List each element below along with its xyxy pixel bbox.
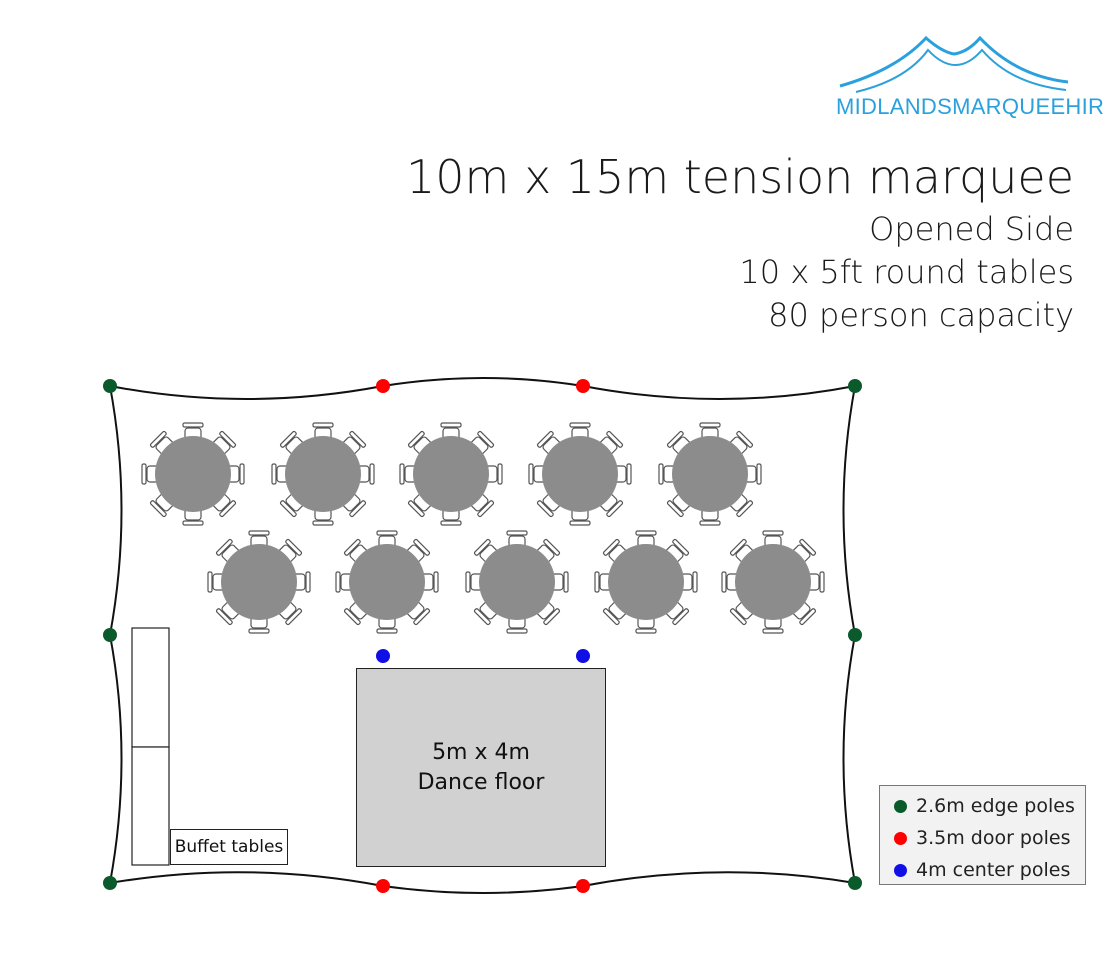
round-table-4 — [528, 422, 632, 526]
chair-icon — [407, 430, 432, 455]
table-top — [672, 436, 748, 512]
chair-icon — [536, 538, 561, 563]
chair-icon — [473, 601, 498, 626]
chair-icon — [635, 530, 657, 549]
chair-icon — [342, 493, 367, 518]
edge-pole-dot-icon — [848, 628, 862, 642]
legend-label: 4m center poles — [916, 859, 1071, 881]
round-table-8 — [465, 530, 569, 634]
round-table-5 — [658, 422, 762, 526]
chair-icon — [536, 430, 561, 455]
round-table-1 — [141, 422, 245, 526]
buffet-table-1 — [131, 627, 170, 748]
marquee-roof-icon — [839, 35, 1069, 93]
buffet-table-2 — [131, 746, 170, 866]
dance-floor: 5m x 4m Dance floor — [356, 668, 606, 867]
legend-item-center-poles: 4m center poles — [894, 854, 1085, 886]
chair-icon — [407, 493, 432, 518]
subtitle-capacity: 80 person capacity — [768, 296, 1074, 334]
table-top — [608, 544, 684, 620]
chair-icon — [342, 430, 367, 455]
logo: MIDLANDSMARQUEEHIRE — [836, 30, 1104, 130]
edge-pole-dot-icon — [103, 876, 117, 890]
edge-pole-dot-icon — [894, 799, 907, 813]
legend-label: 3.5m door poles — [916, 827, 1071, 849]
logo-text: MIDLANDSMARQUEEHIRE — [836, 94, 1104, 119]
legend-item-edge-poles: 2.6m edge poles — [894, 790, 1085, 822]
table-top — [413, 436, 489, 512]
table-top — [542, 436, 618, 512]
subtitle-tables: 10 x 5ft round tables — [739, 253, 1074, 291]
chair-icon — [792, 601, 817, 626]
round-table-9 — [594, 530, 698, 634]
chair-icon — [599, 430, 624, 455]
chair-icon — [278, 601, 303, 626]
poles — [103, 379, 862, 893]
edge-pole-dot-icon — [103, 628, 117, 642]
legend-item-door-poles: 3.5m door poles — [894, 822, 1085, 854]
legend-label: 2.6m edge poles — [916, 795, 1075, 817]
door-pole-dot-icon — [576, 879, 590, 893]
door-pole-dot-icon — [376, 379, 390, 393]
chair-icon — [212, 493, 237, 518]
title-block: 10m x 15m tension marquee Opened Side 10… — [406, 146, 1074, 337]
buffet-tables-label: Buffet tables — [170, 829, 288, 865]
dance-floor-size: 5m x 4m — [432, 739, 530, 765]
buffet-tables — [131, 627, 170, 866]
round-table-2 — [271, 422, 375, 526]
chair-icon — [149, 430, 174, 455]
chair-icon — [279, 430, 304, 455]
door-pole-dot-icon — [894, 831, 907, 845]
subtitle-side: Opened Side — [869, 210, 1074, 248]
chair-icon — [536, 601, 561, 626]
chair-icon — [602, 601, 627, 626]
chair-icon — [729, 430, 754, 455]
round-table-10 — [721, 530, 825, 634]
dance-floor-label: Dance floor — [417, 769, 545, 795]
table-top — [349, 544, 425, 620]
center-pole-dot-icon — [894, 863, 907, 877]
door-pole-dot-icon — [376, 879, 390, 893]
page-title: 10m x 15m tension marquee — [406, 150, 1074, 204]
table-top — [479, 544, 555, 620]
chair-icon — [666, 430, 691, 455]
edge-pole-dot-icon — [103, 379, 117, 393]
round-table-3 — [399, 422, 503, 526]
table-top — [735, 544, 811, 620]
door-pole-dot-icon — [576, 379, 590, 393]
table-top — [221, 544, 297, 620]
chair-icon — [470, 430, 495, 455]
chair-icon — [406, 601, 431, 626]
edge-pole-dot-icon — [848, 876, 862, 890]
edge-pole-dot-icon — [848, 379, 862, 393]
center-pole-dot-icon — [376, 649, 390, 663]
table-top — [155, 436, 231, 512]
center-pole-dot-icon — [576, 649, 590, 663]
table-top — [285, 436, 361, 512]
round-tables — [141, 422, 825, 634]
legend: 2.6m edge poles 3.5m door poles 4m cente… — [879, 785, 1086, 885]
chair-icon — [343, 538, 368, 563]
round-table-6 — [207, 530, 311, 634]
round-table-7 — [335, 530, 439, 634]
